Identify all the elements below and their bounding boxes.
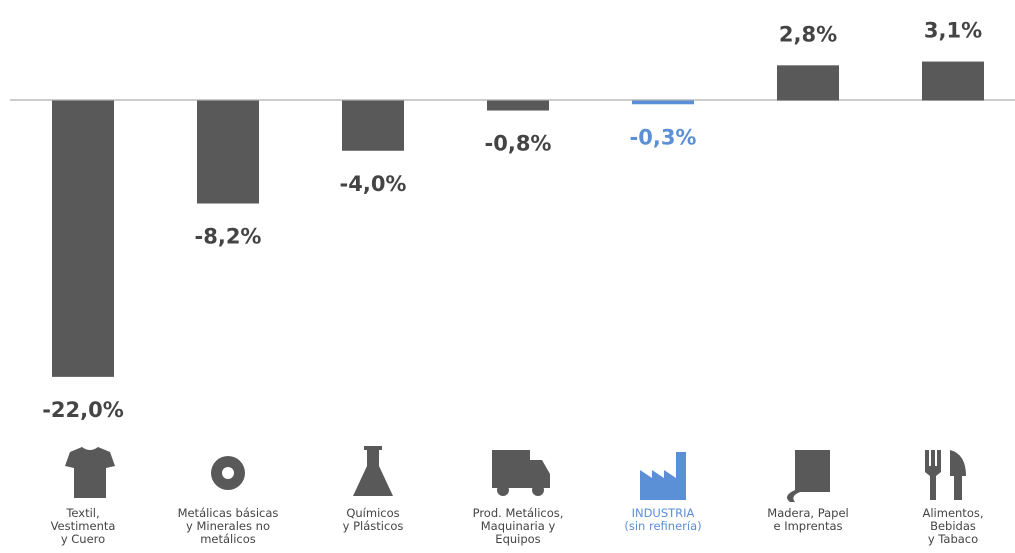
truck-icon [492, 450, 550, 488]
value-label: -4,0% [340, 172, 407, 196]
factory-icon [640, 452, 686, 500]
value-label: 3,1% [924, 19, 982, 43]
bar [342, 100, 404, 151]
value-label: -0,3% [630, 125, 697, 149]
wheel [497, 484, 509, 496]
cutlery-icon [925, 450, 966, 500]
gear-hole [222, 467, 234, 479]
category-label: Madera, Papel e Imprentas [767, 506, 849, 533]
shirt-icon [65, 447, 115, 498]
wheel [532, 484, 544, 496]
value-label: -0,8% [485, 132, 552, 156]
flask-icon [353, 446, 393, 496]
category-label: Alimentos, Bebidas y Tabaco [922, 506, 984, 546]
category-label: INDUSTRIA (sin refinería) [624, 506, 702, 533]
value-label: -8,2% [195, 225, 262, 249]
icons [65, 446, 966, 502]
category-label: Textil, Vestimenta y Cuero [50, 506, 116, 546]
bar [487, 100, 549, 111]
category-label: Químicos y Plásticos [342, 506, 404, 533]
value-label: -22,0% [42, 398, 124, 422]
bar [197, 100, 259, 204]
bar [632, 100, 694, 105]
bar [922, 61, 984, 101]
bar [777, 65, 839, 101]
bar [52, 100, 114, 377]
paper-icon [786, 450, 830, 502]
category-label: Prod. Metálicos, Maquinaria y Equipos [472, 506, 564, 546]
category-label: Metálicas básicas y Minerales no metálic… [177, 506, 279, 546]
value-label: 2,8% [779, 22, 837, 46]
